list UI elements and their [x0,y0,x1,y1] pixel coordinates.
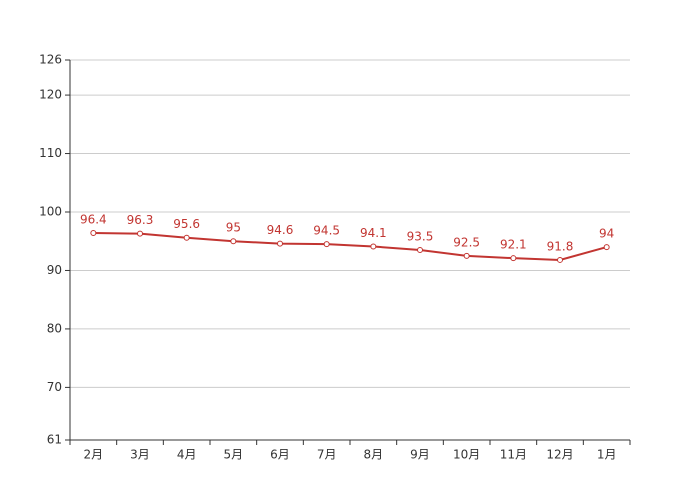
point [137,230,143,237]
point [183,234,190,241]
data-label: 96.4 [80,213,107,227]
point [557,256,563,263]
y-tick-label: 120 [39,88,62,102]
x-tick-label: 10月 [453,448,480,462]
point [463,252,470,259]
x-tick-label: 11月 [500,448,527,462]
x-tick-label: 6月 [270,448,290,462]
data-label: 94.5 [313,224,340,238]
y-tick-label: 90 [47,263,62,277]
data-label: 96.3 [127,213,154,227]
x-tick-label: 8月 [364,448,384,462]
data-label: 94.1 [360,226,387,240]
point [510,255,517,262]
y-tick-label: 110 [39,146,62,160]
data-label: 95 [226,221,241,235]
point [370,243,377,250]
point [230,238,237,245]
x-tick-label: 3月 [130,448,150,462]
x-tick-label: 9月 [410,448,430,462]
x-tick-label: 4月 [177,448,197,462]
y-tick-label: 70 [47,380,62,394]
x-tick-label: 7月 [317,448,337,462]
y-tick-label: 100 [39,205,62,219]
data-label: 93.5 [407,230,434,244]
data-label: 95.6 [173,217,200,231]
line [93,232,607,261]
y-tick-label: 126 [39,53,62,67]
data-label: 94.6 [267,223,294,237]
y-tick-label: 61 [47,433,62,447]
point [603,244,610,251]
x-tick-label: 5月 [224,448,244,462]
point [90,230,97,237]
x-tick-label: 1月 [597,448,617,462]
x-tick-label: 12月 [546,448,573,462]
y-tick-label: 80 [47,321,62,335]
x-tick-label: 2月 [84,448,104,462]
data-label: 92.1 [500,238,527,252]
point [417,247,423,253]
point [277,240,283,247]
point [323,241,330,248]
data-label: 91.8 [547,239,574,253]
data-label: 92.5 [453,235,480,249]
data-label: 94 [599,227,614,241]
